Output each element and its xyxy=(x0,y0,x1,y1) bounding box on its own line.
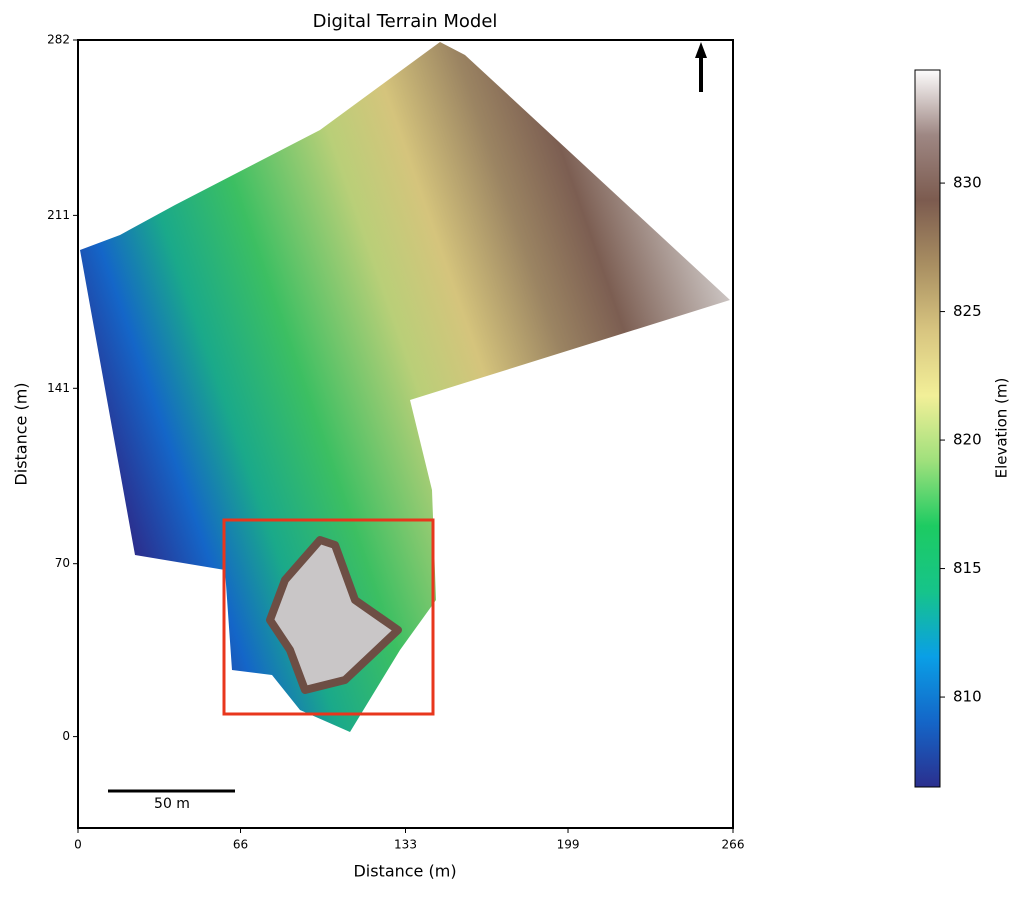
chart-title: Digital Terrain Model xyxy=(313,11,498,32)
scale-bar-label: 50 m xyxy=(154,796,190,812)
colorbar-tick-label: 815 xyxy=(953,559,982,577)
colorbar xyxy=(914,69,941,788)
x-axis-label: Distance (m) xyxy=(353,862,456,881)
colorbar-tick-label: 820 xyxy=(953,431,982,449)
highlight-box xyxy=(222,518,435,716)
x-tick-label: 133 xyxy=(394,838,417,852)
colorbar-tick-label: 830 xyxy=(953,174,982,192)
x-tick-label: 199 xyxy=(557,838,580,852)
y-tick-label: 70 xyxy=(55,556,70,570)
knoll xyxy=(266,536,402,694)
colorbar-tick-label: 810 xyxy=(953,688,982,706)
y-tick-label: 141 xyxy=(47,381,70,395)
north-arrow xyxy=(695,42,707,92)
x-tick-label: 66 xyxy=(233,838,248,852)
y-tick-label: 0 xyxy=(62,729,70,743)
x-tick-label: 0 xyxy=(74,838,82,852)
colorbar-tick-label: 825 xyxy=(953,302,982,320)
terrain xyxy=(80,42,730,732)
y-tick-label: 211 xyxy=(47,208,70,222)
x-tick-label: 266 xyxy=(722,838,745,852)
colorbar-label: Elevation (m) xyxy=(993,378,1011,479)
y-axis-label: Distance (m) xyxy=(12,382,31,485)
y-tick-label: 282 xyxy=(47,33,70,47)
